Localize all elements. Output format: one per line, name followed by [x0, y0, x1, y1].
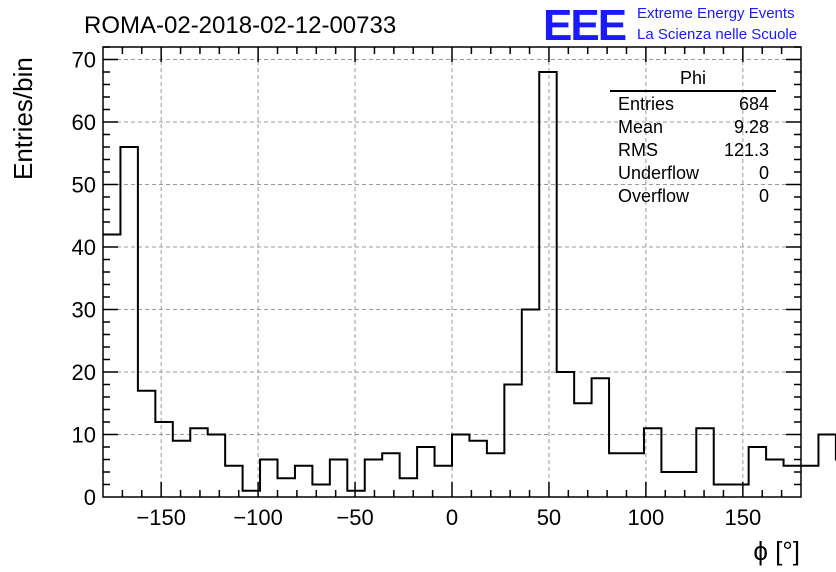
- stats-rms-label: RMS: [618, 140, 658, 160]
- y-axis-title: Entries/bin: [8, 57, 38, 180]
- eee-logo: EEE Extreme Energy Events La Scienza nel…: [543, 1, 797, 50]
- y-tick-label: 10: [72, 423, 96, 448]
- stats-box: Phi Entries 684 Mean 9.28 RMS 121.3 Unde…: [610, 68, 776, 206]
- y-tick-label: 70: [72, 48, 96, 73]
- x-tick-label: 100: [628, 505, 665, 530]
- x-tick-label: 50: [537, 505, 561, 530]
- y-tick-label: 50: [72, 173, 96, 198]
- stats-underflow-label: Underflow: [618, 163, 700, 183]
- x-axis-title: ϕ [°]: [753, 536, 800, 566]
- y-tick-label: 60: [72, 110, 96, 135]
- y-tick-label: 30: [72, 298, 96, 323]
- stats-entries-value: 684: [739, 94, 769, 114]
- logo-line1: Extreme Energy Events: [637, 5, 795, 22]
- y-tick-label: 20: [72, 360, 96, 385]
- y-tick-labels: 0 10 20 30 40 50 60 70: [72, 48, 96, 511]
- stats-name: Phi: [680, 68, 706, 88]
- stats-overflow-value: 0: [759, 186, 769, 206]
- grid-lines: [103, 47, 801, 497]
- x-tick-labels: −150 −100 −50 0 50 100 150: [136, 505, 761, 530]
- stats-mean-label: Mean: [618, 117, 663, 137]
- axis-ticks: [103, 46, 801, 497]
- x-tick-label: −100: [233, 505, 283, 530]
- y-tick-label: 40: [72, 235, 96, 260]
- y-tick-label: 0: [84, 485, 96, 510]
- stats-rms-value: 121.3: [724, 140, 769, 160]
- stats-underflow-value: 0: [759, 163, 769, 183]
- x-tick-label: 150: [724, 505, 761, 530]
- x-tick-label: 0: [446, 505, 458, 530]
- stats-overflow-label: Overflow: [618, 186, 690, 206]
- logo-line2: La Scienza nelle Scuole: [637, 26, 797, 43]
- stats-mean-value: 9.28: [734, 117, 769, 137]
- chart-title: ROMA-02-2018-02-12-00733: [84, 12, 396, 39]
- x-tick-label: −50: [336, 505, 373, 530]
- x-tick-label: −150: [136, 505, 186, 530]
- stats-entries-label: Entries: [618, 94, 674, 114]
- logo-mark: EEE: [543, 1, 626, 50]
- histogram-step-line: [103, 71, 836, 492]
